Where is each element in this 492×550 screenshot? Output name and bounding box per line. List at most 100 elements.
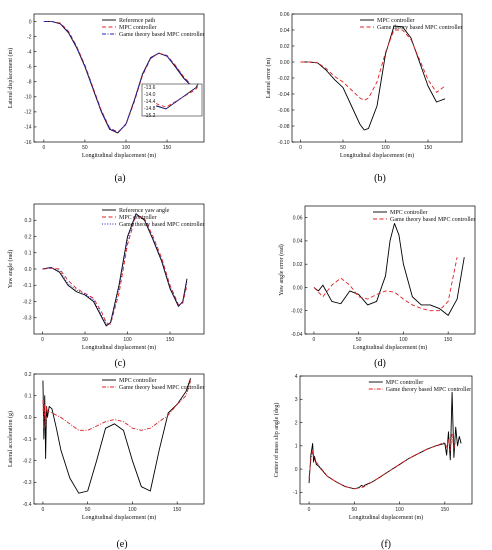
y-tick-label: 0 [29, 19, 32, 25]
y-tick-label: 0.02 [280, 44, 290, 50]
legend-entry: MPC controller [119, 25, 157, 31]
y-tick-label: 0.04 [280, 28, 290, 34]
y-tick-label: -8 [27, 80, 32, 86]
y-tick-label: -0.02 [278, 76, 290, 82]
plot-frame [33, 13, 205, 143]
y-tick-label: 0 [295, 467, 298, 473]
x-tick-label: 0 [42, 145, 45, 151]
y-axis-label: Lateral acceleration (g) [7, 411, 14, 467]
x-tick-label: 150 [163, 145, 172, 151]
y-tick-label: -0.3 [23, 480, 32, 486]
legend-entry: Reference path [119, 17, 155, 24]
zoom-inset: -13.6-14.0-14.4-14.8-15.2 [141, 83, 203, 119]
y-tick-label: -0.4 [23, 502, 32, 508]
panel-e: 0 50 100 150 0.2 0.1 0.0 -0.1 -0.2 -0.3 -0.4 Longit… [7, 372, 205, 550]
legend-entry: MPC controller [386, 380, 424, 386]
plot-frame [304, 205, 476, 335]
panel-a: 0 50 100 150 0 -2 -4 -6 -8 -10 -12 -14 -16 Longitudin… [7, 13, 205, 184]
series-line-1 [300, 25, 446, 131]
inset-series-line-1 [156, 84, 199, 110]
y-tick-label: -10 [24, 95, 31, 101]
legend-entry: MPC controller [119, 378, 157, 384]
x-tick-label: 150 [441, 507, 450, 513]
x-tick-label: 100 [123, 337, 132, 343]
x-tick-label: 0 [308, 507, 311, 513]
y-tick-label: -0.10 [278, 140, 290, 146]
panel-caption: (f) [381, 539, 391, 550]
series-line-1 [313, 223, 465, 316]
y-tick-label: 3 [295, 397, 298, 403]
plot-frame [299, 375, 473, 505]
y-tick-label: -1 [293, 490, 298, 496]
y-tick-label: -0.2 [23, 458, 32, 464]
y-tick-label: -12 [24, 110, 31, 116]
y-axis-label: Lateral error (m) [265, 58, 272, 98]
x-tick-label: 50 [85, 507, 91, 513]
series-line-1 [42, 213, 188, 327]
inset-tick-label: -14.0 [144, 92, 156, 98]
legend-entry: MPC controller [377, 18, 415, 24]
panel-caption: (e) [116, 539, 127, 550]
y-tick-label: 0.1 [25, 393, 32, 399]
x-tick-label: 50 [340, 145, 346, 151]
x-tick-label: 0 [299, 145, 302, 151]
y-tick-label: 0.00 [280, 60, 290, 66]
x-tick-label: 100 [128, 507, 137, 513]
y-tick-label: 2 [295, 420, 298, 426]
y-tick-label: 0.2 [25, 234, 32, 240]
inset-series-line-3 [156, 84, 199, 110]
x-axis-label: Longitudinal displacement (m) [349, 514, 423, 521]
series-line-2 [308, 433, 457, 490]
y-tick-label: -0.2 [23, 299, 32, 305]
y-tick-label: 4 [295, 374, 298, 380]
y-tick-label: 0.06 [293, 215, 303, 221]
x-axis-label: Longitudinal displacement (m) [82, 344, 156, 351]
series-line-2 [42, 214, 188, 325]
y-tick-label: -0.02 [291, 309, 303, 315]
legend-entry: Game theory based MPC controller [377, 25, 462, 31]
y-axis-label: Yaw angle (rad) [7, 250, 14, 288]
x-tick-label: 50 [82, 145, 88, 151]
plot-frame [291, 13, 463, 143]
legend-entry: Game theory based MPC controller [390, 217, 475, 223]
y-tick-label: 0.2 [25, 372, 32, 378]
inset-tick-label: -14.4 [144, 99, 156, 105]
x-tick-label: 100 [381, 145, 390, 151]
x-tick-label: 0 [313, 337, 316, 343]
panel-caption: (b) [374, 173, 386, 184]
y-tick-label: -16 [24, 140, 31, 146]
inset-tick-label: -15.2 [144, 113, 156, 119]
y-tick-label: -6 [27, 65, 32, 71]
legend-entry: MPC controller [119, 215, 157, 221]
x-axis-label: Longitudinal displacement (m) [340, 152, 414, 159]
series-line-2 [313, 257, 458, 312]
inset-tick-label: -13.6 [144, 85, 156, 91]
x-tick-label: 150 [166, 337, 175, 343]
x-tick-label: 50 [356, 337, 362, 343]
y-axis-label: Lateral displacement (m) [7, 48, 14, 108]
x-tick-label: 0 [42, 507, 45, 513]
x-axis-label: Longitudinal displacement (m) [353, 344, 427, 351]
x-tick-label: 150 [424, 145, 433, 151]
panel-c: 0 50 100 150 0.3 0.2 0.1 0.0 -0.1 -0.2 -0.3 Longitu… [7, 203, 205, 369]
x-tick-label: 100 [399, 337, 408, 343]
y-tick-label: -0.1 [23, 437, 32, 443]
y-tick-label: -0.04 [291, 332, 303, 338]
legend-entry: Game theory based MPC controller [119, 32, 204, 38]
x-tick-label: 100 [122, 145, 131, 151]
y-tick-label: -0.08 [278, 124, 290, 130]
panel-caption: (d) [374, 358, 386, 369]
x-tick-label: 50 [82, 337, 88, 343]
y-tick-label: -14 [24, 125, 31, 131]
y-tick-label: -2 [27, 34, 32, 40]
x-tick-label: 150 [444, 337, 453, 343]
y-tick-label: 0.04 [293, 239, 303, 245]
series-line-1 [42, 378, 192, 494]
y-tick-label: -0.06 [278, 108, 290, 114]
panel-caption: (a) [114, 173, 125, 184]
series-line-1 [43, 21, 201, 134]
series-line-3 [43, 21, 201, 134]
x-tick-label: 0 [41, 337, 44, 343]
y-tick-label: 0.02 [293, 262, 303, 268]
